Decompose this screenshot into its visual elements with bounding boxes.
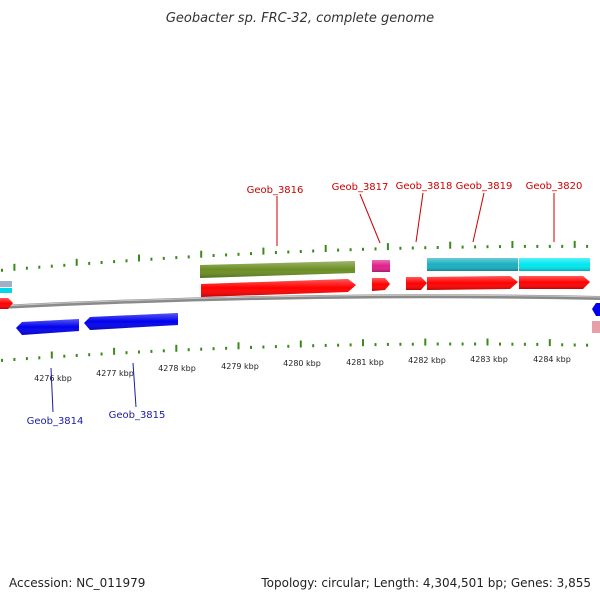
genome-backbone-highlight — [0, 294, 600, 307]
accession-label: Accession: NC_011979 — [9, 576, 146, 590]
gene-label-geob-3815[interactable]: Geob_3815 — [109, 410, 166, 421]
gene-label-geob-3819[interactable]: Geob_3819 — [456, 181, 513, 192]
leader-line — [132, 362, 137, 408]
feature-partial-pink-right[interactable] — [592, 321, 600, 333]
map-title: Geobacter sp. FRC-32, complete genome — [166, 11, 434, 26]
tick-label: 4276 kbp — [34, 374, 72, 383]
feature-olive-shade — [200, 261, 355, 278]
genome-backbone — [0, 294, 600, 309]
inner-tick-ring — [1, 338, 589, 362]
cds-partial-red-left-shade — [0, 298, 13, 309]
gene-labels-top: Geob_3816 Geob_3817 Geob_3818 Geob_3819 … — [247, 181, 583, 246]
feature-partial-cyan-left[interactable] — [0, 288, 12, 293]
tick-label: 4284 kbp — [533, 355, 571, 364]
cds-geob-3814-shade — [16, 319, 79, 335]
feature-cyan-shade — [519, 258, 590, 271]
leader-line — [415, 192, 424, 243]
tick-label: 4280 kbp — [283, 359, 321, 368]
cds-geob-3818-shade — [406, 277, 427, 290]
gene-label-geob-3814[interactable]: Geob_3814 — [27, 416, 84, 427]
leader-line — [472, 192, 485, 243]
gene-label-geob-3816[interactable]: Geob_3816 — [247, 185, 304, 196]
cds-partial-blue-right[interactable] — [592, 303, 600, 316]
tick-label: 4278 kbp — [158, 364, 196, 373]
cds-geob-3819-shade — [427, 276, 518, 290]
feature-partial-grey-left[interactable] — [0, 281, 12, 287]
tick-label: 4277 kbp — [96, 369, 134, 378]
cds-geob-3815-shade — [84, 313, 178, 330]
tick-label: 4279 kbp — [221, 362, 259, 371]
genome-summary: Topology: circular; Length: 4,304,501 bp… — [261, 576, 591, 590]
tick-label: 4282 kbp — [408, 356, 446, 365]
feature-magenta-shade — [372, 260, 390, 272]
outer-tick-ring — [1, 240, 589, 272]
tick-labels: 4276 kbp 4277 kbp 4278 kbp 4279 kbp 4280… — [34, 355, 571, 383]
cds-geob-3817-shade — [372, 278, 390, 291]
cds-geob-3816-shade — [201, 279, 356, 297]
gene-label-geob-3818[interactable]: Geob_3818 — [396, 181, 453, 192]
gene-label-geob-3817[interactable]: Geob_3817 — [332, 182, 389, 193]
feature-teal-shade — [427, 258, 518, 271]
tick-label: 4283 kbp — [470, 355, 508, 364]
cds-geob-3820-shade — [519, 276, 590, 289]
tick-label: 4281 kbp — [346, 358, 384, 367]
gene-label-geob-3820[interactable]: Geob_3820 — [526, 181, 583, 192]
leader-line — [359, 193, 381, 244]
gene-labels-bottom: Geob_3814 Geob_3815 — [27, 362, 166, 427]
leader-line — [50, 367, 54, 413]
